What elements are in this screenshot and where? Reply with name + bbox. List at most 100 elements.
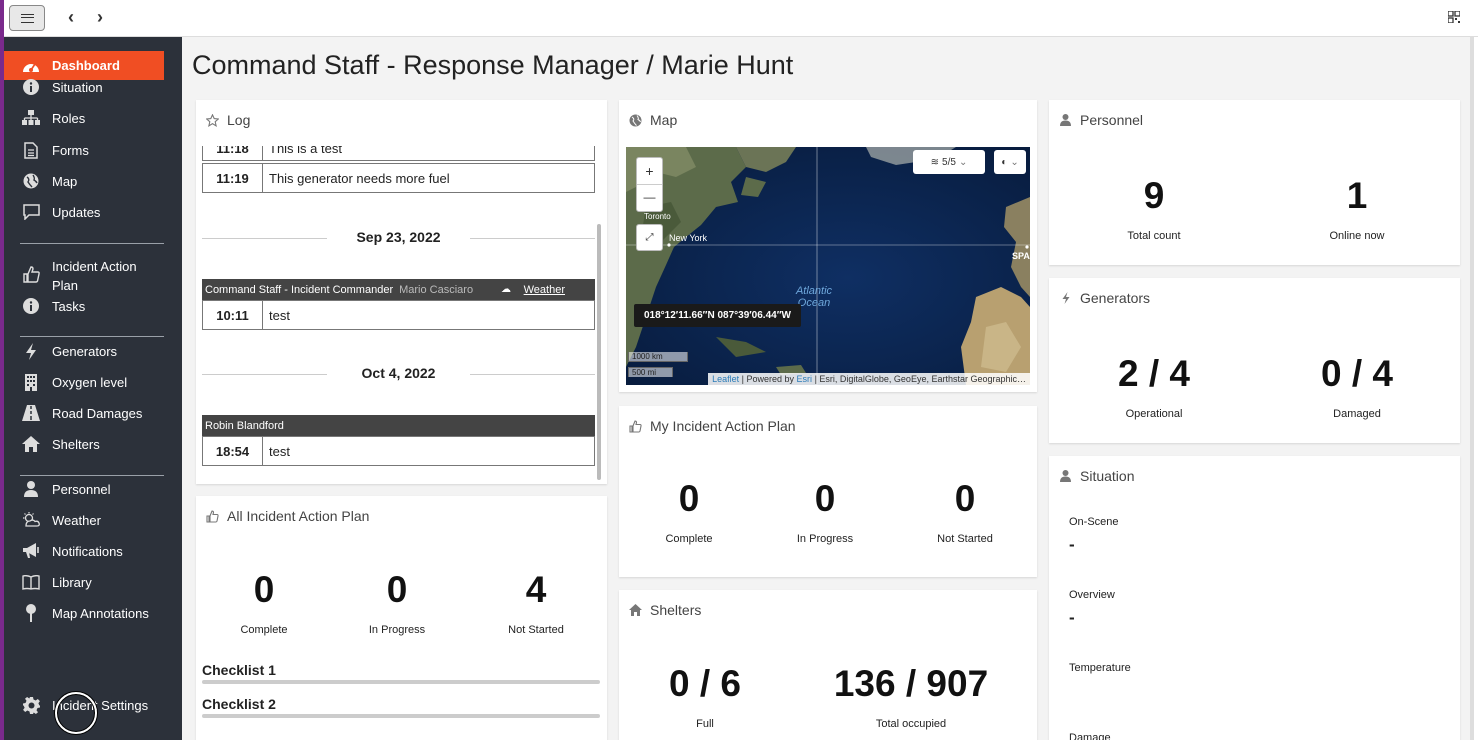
all-iap-title: All Incident Action Plan xyxy=(227,508,370,524)
sidebar-item-dashboard[interactable]: Dashboard xyxy=(4,51,164,80)
satellite-map-image xyxy=(626,147,1030,385)
stat-value: 4 xyxy=(525,569,547,610)
personnel-total-stat: 9 Total count xyxy=(1114,176,1194,243)
basemap-button[interactable]: ◐ ⌄ xyxy=(994,150,1026,174)
log-entry-text: This is a test xyxy=(269,146,342,156)
personnel-card: Personnel 9 Total count 1 Online now xyxy=(1049,100,1460,265)
log-scrollbar[interactable] xyxy=(597,224,601,480)
stat-value: 136 / 907 xyxy=(833,663,989,704)
sidebar-item-label: Library xyxy=(52,574,92,590)
log-entry-text: test xyxy=(269,307,290,323)
checklist-progress-bar xyxy=(202,714,600,718)
log-list[interactable]: 11:18 This is a test 11:19 This generato… xyxy=(196,146,598,482)
all-iap-header: All Incident Action Plan xyxy=(206,508,369,524)
map-card: Map xyxy=(619,100,1037,392)
layers-icon: ≋ xyxy=(930,156,940,168)
stat-label: Full xyxy=(696,718,714,730)
map-label-toronto: Toronto xyxy=(644,212,671,221)
sidebar-divider xyxy=(20,243,164,244)
log-group-header: Robin Blandford xyxy=(202,415,595,436)
my-iap-card: My Incident Action Plan 0 Complete 0 In … xyxy=(619,406,1037,577)
shelters-title: Shelters xyxy=(650,602,702,618)
personnel-online-stat: 1 Online now xyxy=(1307,176,1407,243)
sidebar-item-label: Situation xyxy=(52,79,103,95)
log-entry[interactable]: 10:11 test xyxy=(202,300,595,330)
thumbs-up-icon xyxy=(629,419,642,433)
log-entry-time: 11:19 xyxy=(203,164,263,192)
hamburger-icon xyxy=(20,13,34,23)
checklist-label[interactable]: Checklist 2 xyxy=(202,696,276,712)
hamburger-menu-button[interactable] xyxy=(9,5,45,31)
stat-value: 0 xyxy=(954,478,976,519)
sidebar-item-label: Dashboard xyxy=(52,58,120,73)
gear-icon xyxy=(22,696,40,714)
log-entry-text: This generator needs more fuel xyxy=(269,170,450,186)
map-label-atlantic-ocean: Atlantic Ocean xyxy=(795,285,833,309)
log-title: Log xyxy=(227,112,251,128)
shelters-card: Shelters 0 / 6 Full 136 / 907 Total occu… xyxy=(619,590,1037,740)
thumbs-up-icon xyxy=(206,509,219,523)
stat-label: Total count xyxy=(1127,230,1181,242)
log-entry[interactable]: 11:19 This generator needs more fuel xyxy=(202,163,595,193)
situation-card: Situation On-Scene - Overview - Temperat… xyxy=(1049,456,1460,740)
document-icon xyxy=(22,141,40,159)
on-scene-value: - xyxy=(1069,535,1075,554)
sidebar-divider xyxy=(20,475,164,476)
forward-button[interactable]: › xyxy=(97,7,103,27)
stat-value: 0 / 6 xyxy=(669,663,741,704)
stat-label: Complete xyxy=(240,624,288,636)
log-entry-time: 10:11 xyxy=(203,301,263,329)
stat-label: Not Started xyxy=(508,624,564,636)
user-icon xyxy=(1059,470,1072,483)
sidebar-item-label: Map Annotations xyxy=(52,605,149,621)
main-content: Command Staff - Response Manager / Marie… xyxy=(182,37,1474,740)
damage-label: Damage xyxy=(1069,732,1111,740)
layers-button[interactable]: ≋ 5/5 ⌄ xyxy=(913,150,985,174)
stat-label: Operational xyxy=(1125,408,1183,420)
checklist-label[interactable]: Checklist 1 xyxy=(202,662,276,678)
attribution-text: | Esri, DigitalGlobe, GeoEye, Earthstar … xyxy=(814,374,1026,384)
fullscreen-button[interactable]: ⤢ xyxy=(636,224,663,251)
overview-label: Overview xyxy=(1069,589,1115,601)
bolt-icon xyxy=(22,342,40,360)
personnel-header: Personnel xyxy=(1059,112,1143,128)
all-iap-in-progress-stat: 0 In Progress xyxy=(357,570,437,637)
weather-icon xyxy=(22,511,40,529)
sidebar: Dashboard Situation Roles Forms Map Upda… xyxy=(4,37,182,740)
map-view[interactable]: Toronto New York Atlantic Ocean SPA + — … xyxy=(626,147,1030,385)
log-entry[interactable]: 18:54 test xyxy=(202,436,595,466)
esri-link[interactable]: Esri xyxy=(796,374,813,384)
leaflet-link[interactable]: Leaflet xyxy=(712,374,740,384)
sidebar-item-label: Forms xyxy=(52,142,89,158)
my-iap-in-progress-stat: 0 In Progress xyxy=(785,479,865,546)
sidebar-divider xyxy=(20,336,164,337)
sidebar-item-label: Incident Action Plan xyxy=(52,259,137,293)
log-entry[interactable]: 11:18 This is a test xyxy=(202,146,595,161)
attribution-powered-by: | Powered by xyxy=(741,374,795,384)
generators-header: Generators xyxy=(1059,290,1150,306)
pin-icon xyxy=(22,604,40,622)
zoom-in-button[interactable]: + xyxy=(637,158,662,185)
log-header: Log xyxy=(206,112,250,128)
qr-code-icon[interactable] xyxy=(1448,11,1460,23)
temperature-label: Temperature xyxy=(1069,662,1131,674)
user-icon xyxy=(22,480,40,498)
log-group-author: Mario Casciaro xyxy=(399,283,474,296)
map-scale-km: 1000 km xyxy=(628,352,688,362)
back-button[interactable]: ‹ xyxy=(68,7,74,27)
log-date-separator: Sep 23, 2022 xyxy=(202,229,595,245)
page-scrollbar[interactable] xyxy=(1470,37,1474,740)
top-bar: ‹ › xyxy=(0,0,1478,37)
map-label-spain: SPA xyxy=(1012,251,1030,261)
zoom-out-button[interactable]: — xyxy=(643,190,656,204)
stat-label: Not Started xyxy=(937,533,993,545)
my-iap-not-started-stat: 0 Not Started xyxy=(925,478,1005,546)
generators-title: Generators xyxy=(1080,290,1151,306)
thumbs-up-icon xyxy=(22,265,40,283)
all-iap-complete-stat: 0 Complete xyxy=(224,570,304,637)
log-group-tag-link[interactable]: Weather xyxy=(523,283,565,296)
stat-label: Total occupied xyxy=(875,718,947,730)
sidebar-item-label: Map xyxy=(52,173,78,189)
sidebar-item-label: Oxygen level xyxy=(52,374,128,390)
log-group-header: Command Staff - Incident Commander Mario… xyxy=(202,279,595,300)
